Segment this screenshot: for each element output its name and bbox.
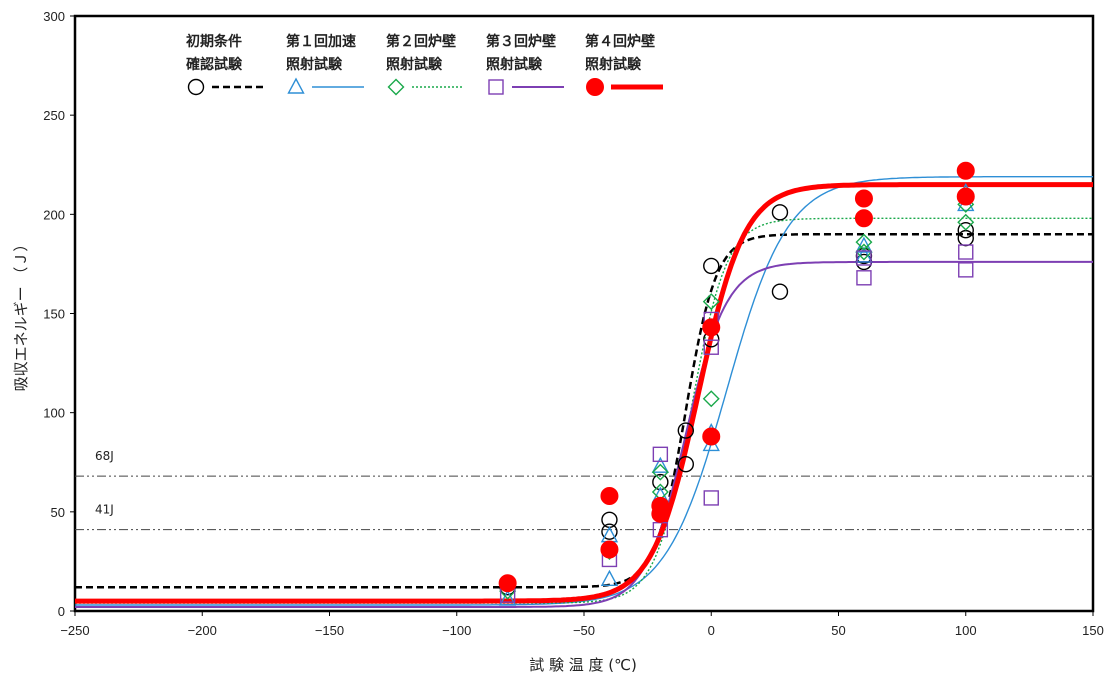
legend-label-line1: 第３回炉壁 xyxy=(486,33,556,50)
legend-marker-series-2 xyxy=(287,77,305,94)
legend-label-line2: 照射試験 xyxy=(386,56,443,73)
legend-label-line2: 照射試験 xyxy=(585,56,642,73)
data-point-series-5 xyxy=(702,318,721,337)
data-point-series-5 xyxy=(498,574,517,593)
legend-label-line2: 確認試験 xyxy=(186,56,243,73)
y-tick-label: 300 xyxy=(43,9,65,24)
data-point-series-1 xyxy=(771,204,789,221)
y-tick-label: 250 xyxy=(43,108,65,123)
data-point-series-1 xyxy=(703,257,720,275)
data-point-series-1 xyxy=(677,456,694,473)
plot-area: −250 −200 −150 −100 −50 0 50 100 150 0 50 100 150 200… xyxy=(43,9,1104,638)
x-tick-label: −100 xyxy=(442,623,471,638)
data-point-series-5 xyxy=(956,161,975,180)
reference-label-41J: 41J xyxy=(95,503,114,517)
data-point-series-3 xyxy=(651,463,669,481)
data-point-series-1 xyxy=(601,523,618,540)
data-point-series-5 xyxy=(854,209,873,228)
data-point-series-1 xyxy=(771,283,789,300)
data-point-series-4 xyxy=(652,446,669,463)
x-tick-label: 0 xyxy=(708,623,715,638)
legend-marker-series-1 xyxy=(187,78,205,96)
data-point-series-4 xyxy=(703,339,719,355)
data-point-series-4 xyxy=(856,250,872,266)
y-tick-label: 150 xyxy=(43,307,65,322)
fit-curve-series-5 xyxy=(75,182,1093,604)
legend-marker-series-3 xyxy=(387,78,405,96)
data-point-series-5 xyxy=(600,486,619,505)
x-tick-label: 150 xyxy=(1082,623,1104,638)
reference-label-68J: 68J xyxy=(95,449,114,463)
y-tick-label: 200 xyxy=(43,207,65,222)
data-point-series-1 xyxy=(677,422,694,439)
data-point-series-4 xyxy=(958,262,974,278)
data-point-series-5 xyxy=(956,187,975,206)
data-point-series-4 xyxy=(958,244,974,260)
y-tick-label: 50 xyxy=(51,505,65,520)
data-point-series-5 xyxy=(600,540,619,559)
x-tick-label: −150 xyxy=(315,623,344,638)
data-point-series-4 xyxy=(856,270,872,286)
data-point-series-3 xyxy=(702,390,720,408)
data-point-series-3 xyxy=(855,233,873,251)
data-point-series-4 xyxy=(703,490,719,506)
legend-label-line1: 第２回炉壁 xyxy=(386,33,456,50)
fit-curve-series-4 xyxy=(75,260,1093,608)
data-point-series-3 xyxy=(855,243,873,261)
data-point-series-1 xyxy=(652,473,669,491)
legend-label-line1: 第１回加速 xyxy=(286,33,356,50)
legend-label-line1: 初期条件 xyxy=(186,33,242,50)
legend-label-line1: 第４回炉壁 xyxy=(585,33,655,50)
data-point-series-3 xyxy=(702,293,720,311)
y-tick-label: 100 xyxy=(43,406,65,421)
x-tick-label: −200 xyxy=(188,623,217,638)
legend-label-line2: 照射試験 xyxy=(486,56,543,73)
data-point-series-2 xyxy=(498,589,517,606)
legend-label-line2: 照射試験 xyxy=(286,56,343,73)
data-point-series-2 xyxy=(651,456,670,473)
x-tick-label: −50 xyxy=(573,623,595,638)
x-tick-label: 50 xyxy=(831,623,845,638)
x-tick-label: −250 xyxy=(60,623,89,638)
data-point-series-3 xyxy=(957,213,975,231)
x-tick-label: 100 xyxy=(955,623,977,638)
data-point-series-1 xyxy=(957,221,974,239)
plot-frame xyxy=(73,14,1095,613)
fit-curve-series-1 xyxy=(75,232,1093,589)
y-axis-title: 吸収エネルギー （Ｊ） xyxy=(12,237,30,392)
x-axis-title: 試 験 温 度 (℃) xyxy=(529,656,637,674)
data-point-series-5 xyxy=(651,504,670,523)
data-point-series-5 xyxy=(702,427,721,446)
data-point-series-5 xyxy=(854,189,873,208)
y-tick-label: 0 xyxy=(58,604,65,619)
fit-curve-series-2 xyxy=(75,176,1093,606)
data-point-series-2 xyxy=(600,569,619,586)
legend-marker-series-5 xyxy=(586,78,604,96)
legend-marker-series-4 xyxy=(488,79,504,95)
